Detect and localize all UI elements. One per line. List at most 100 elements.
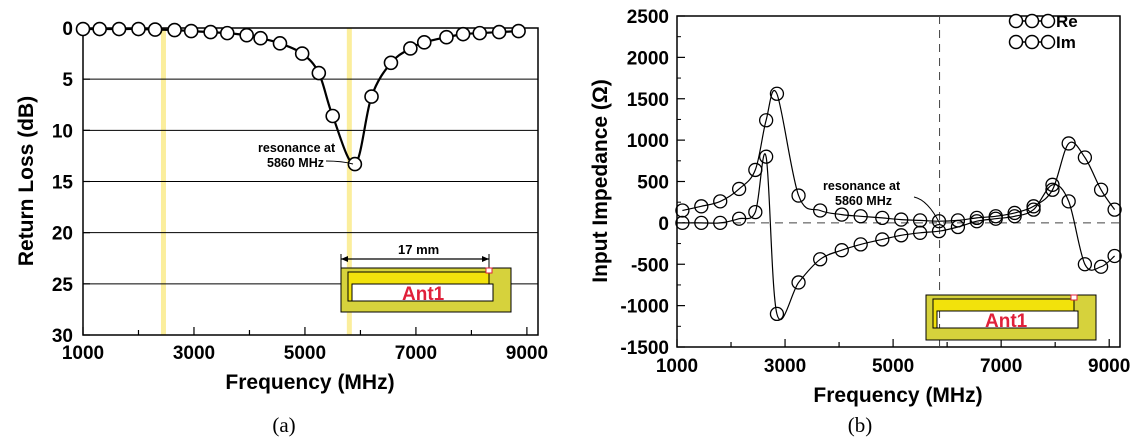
data-point	[111, 21, 127, 37]
y-tick-label: -500	[631, 255, 669, 276]
panel-a-annotation: resonance at 5860 MHz	[258, 141, 354, 170]
y-tick-label: 15	[52, 173, 74, 194]
data-point	[92, 21, 107, 37]
marker-re	[834, 207, 849, 222]
panel-b-antenna-inset: Ant1	[925, 294, 1097, 341]
legend-im-marker	[1024, 34, 1040, 50]
panel-a-annotation-line1: resonance at	[258, 141, 336, 155]
x-tick-label: 7000	[395, 343, 437, 364]
marker-im	[748, 204, 763, 220]
marker-im	[694, 215, 709, 231]
panel-b-antenna-label: Ant1	[985, 311, 1028, 332]
dimension-arrow-right	[482, 256, 489, 262]
marker-re	[748, 162, 763, 178]
marker-re	[791, 188, 806, 203]
data-point	[347, 156, 363, 172]
data-point	[491, 24, 507, 40]
marker-im	[931, 223, 947, 239]
panel-b-annotation: resonance at 5860 MHz	[823, 179, 941, 225]
data-point	[472, 25, 488, 41]
y-tick-label: -1500	[620, 338, 669, 359]
marker-im	[813, 252, 828, 267]
panel-a-antenna-label: Ant1	[402, 284, 445, 305]
marker-im	[769, 306, 785, 322]
data-point	[364, 89, 379, 104]
panel-b-xticks: 1000 3000 5000 7000 9000	[656, 339, 1130, 377]
data-point	[75, 21, 91, 37]
panel-a-yticks: 0 5 10 15 20 25 30	[52, 19, 90, 347]
marker-re	[758, 113, 774, 128]
marker-re	[1007, 205, 1022, 221]
legend-re-label: Re	[1056, 12, 1078, 31]
data-point	[219, 25, 235, 41]
panel-b-ylabel: Input Impedance (Ω)	[589, 79, 612, 283]
marker-re	[1026, 199, 1041, 214]
data-point	[147, 22, 163, 37]
marker-re	[1093, 182, 1109, 197]
panel-b-markers-im	[675, 149, 1122, 322]
panel-b-annotation-line2: 5860 MHz	[835, 194, 892, 208]
marker-re	[769, 86, 785, 101]
marker-re	[875, 210, 890, 226]
panel-b-caption: (b)	[848, 413, 873, 437]
x-tick-label: 9000	[1088, 356, 1130, 377]
legend-re-marker	[1024, 13, 1040, 29]
dimension-arrow-left	[341, 256, 348, 262]
legend-im-marker	[1040, 34, 1056, 50]
panel-a-annotation-line2: 5860 MHz	[267, 156, 324, 170]
panel-b-legend: Re Im	[1008, 12, 1078, 52]
x-tick-label: 5000	[284, 343, 326, 364]
data-point	[294, 46, 310, 61]
x-tick-label: 3000	[173, 343, 215, 364]
x-tick-label: 7000	[980, 356, 1022, 377]
marker-re	[853, 209, 868, 224]
marker-re	[1045, 182, 1060, 197]
y-tick-label: 0	[658, 214, 669, 235]
x-tick-label: 9000	[506, 343, 548, 364]
panel-b-xlabel: Frequency (MHz)	[813, 384, 982, 407]
marker-re	[931, 214, 947, 229]
panel-b-markers-re	[675, 86, 1122, 229]
marker-re	[813, 203, 828, 218]
panel-b-annotation-line1: resonance at	[823, 179, 901, 193]
y-tick-label: 1000	[627, 131, 669, 152]
x-tick-label: 1000	[656, 356, 698, 377]
marker-im	[950, 219, 966, 235]
feed-point	[485, 267, 493, 274]
data-point	[416, 35, 432, 50]
marker-im	[731, 211, 747, 226]
panel-a-antenna-inset: 17 mm Ant1	[340, 242, 512, 313]
marker-im	[969, 214, 984, 229]
marker-re	[694, 199, 709, 214]
marker-im	[1093, 259, 1109, 274]
panel-a-ylabel: Return Loss (dB)	[15, 96, 38, 266]
legend-im-marker	[1008, 34, 1024, 50]
dimension-label: 17 mm	[398, 242, 439, 257]
marker-re	[969, 210, 984, 226]
marker-re	[713, 194, 728, 209]
y-tick-label: 20	[52, 224, 73, 245]
y-tick-label: 500	[637, 173, 669, 194]
data-point	[203, 24, 218, 40]
marker-im	[1061, 194, 1076, 209]
x-tick-label: 1000	[62, 343, 104, 364]
feed-point	[1070, 294, 1078, 301]
marker-re	[1077, 150, 1093, 165]
marker-im	[1107, 248, 1122, 264]
y-tick-label: 2000	[627, 48, 669, 69]
data-point	[253, 30, 268, 46]
panel-b-yticks: -1500 -1000 -500 0 500 1000 1500 2000 2500	[620, 7, 685, 359]
y-tick-label: 10	[52, 121, 73, 142]
panel-b-series-re-line	[682, 90, 1116, 222]
marker-im	[758, 149, 774, 164]
marker-im	[834, 243, 849, 258]
data-point	[403, 41, 418, 56]
data-point	[311, 65, 327, 81]
marker-re	[1107, 202, 1122, 217]
data-point	[511, 23, 526, 39]
y-tick-label: -1000	[620, 297, 669, 318]
data-point	[439, 29, 454, 45]
panel-a: 1000 3000 5000 7000 9000 0 5 10 15 20 25 30 resona…	[15, 19, 548, 437]
panel-a-xlabel: Frequency (MHz)	[225, 371, 394, 394]
